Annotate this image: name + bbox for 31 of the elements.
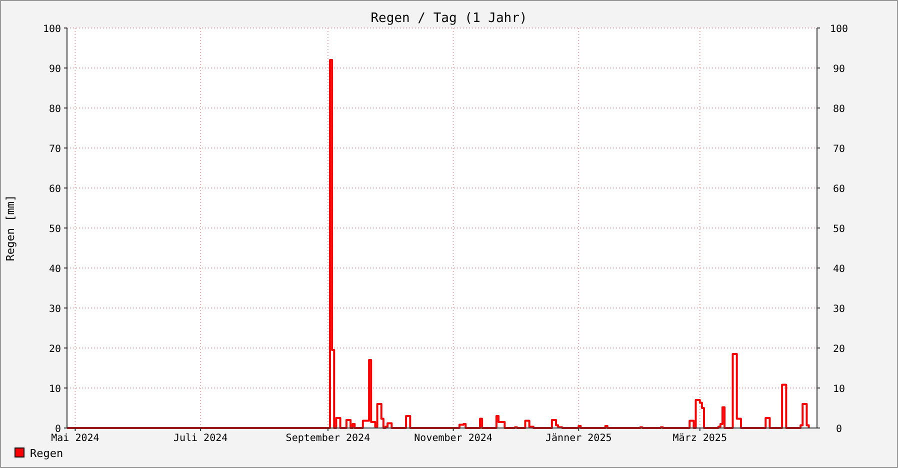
y2-tick-label: 100: [830, 24, 848, 35]
y-tick-label: 20: [48, 344, 61, 355]
y2-tick-label: 70: [832, 144, 846, 155]
x-tick-label: Mai 2024: [51, 433, 100, 444]
y-tick-label: 40: [48, 264, 61, 275]
y2-tick-label: 0: [836, 424, 842, 435]
x-tick-label: März 2025: [672, 433, 727, 444]
y-tick-label: 90: [48, 64, 61, 75]
chart-title: Regen / Tag (1 Jahr): [370, 11, 528, 26]
x-tick-label: Jänner 2025: [546, 433, 612, 444]
x-tick-label: November 2024: [414, 433, 492, 444]
y2-tick-label: 60: [832, 184, 846, 195]
legend-label: Regen: [30, 447, 64, 460]
y-tick-label: 70: [48, 144, 61, 155]
y2-tick-label: 30: [832, 304, 846, 315]
y-tick-label: 50: [48, 224, 61, 235]
y-axis-title: Regen [mm]: [4, 194, 17, 262]
y-tick-label: 30: [48, 304, 61, 315]
y2-tick-label: 90: [832, 64, 846, 75]
y-tick-label: 100: [42, 24, 61, 35]
y2-tick-label: 40: [832, 264, 846, 275]
y2-tick-label: 80: [832, 104, 846, 115]
x-tick-label: September 2024: [286, 433, 370, 444]
y2-tick-label: 10: [832, 384, 846, 395]
x-tick-label: Juli 2024: [173, 433, 228, 444]
y2-tick-label: 20: [832, 344, 846, 355]
y-tick-label: 0: [54, 424, 61, 435]
y2-tick-label: 50: [832, 224, 846, 235]
y-tick-label: 10: [48, 384, 61, 395]
y-tick-label: 60: [48, 184, 61, 195]
y-tick-label: 80: [48, 104, 61, 115]
